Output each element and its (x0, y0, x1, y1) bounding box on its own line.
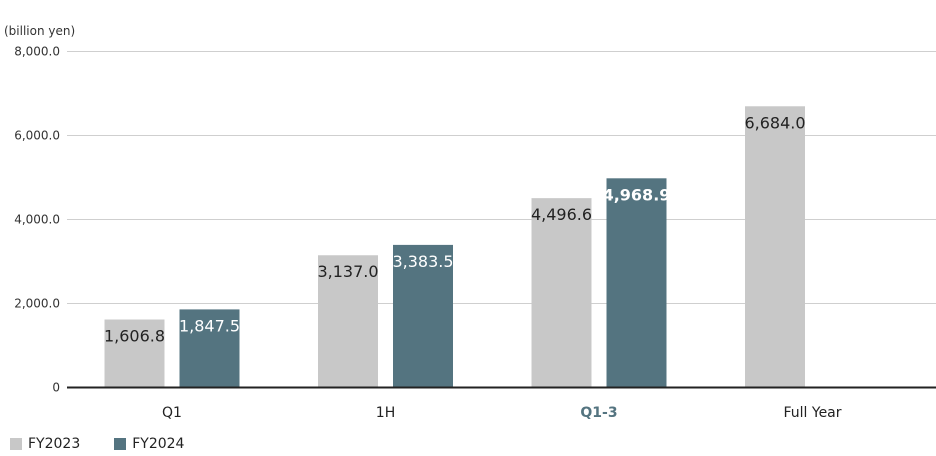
unit-label: (billion yen) (4, 24, 75, 38)
data-label: 4,496.6 (531, 205, 592, 224)
legend-item-fy2024: FY2024 (114, 436, 184, 452)
x-axis-labels: Q1 1H Q1-3 Full Year (162, 405, 842, 421)
bar-chart: (billion yen) 0 2,000.0 4,000.0 6,000.0 8,00… (4, 24, 936, 421)
data-label: 4,968.9 (603, 185, 671, 204)
y-tick-label: 6,000.0 (14, 129, 60, 143)
y-axis-ticks: 0 2,000.0 4,000.0 6,000.0 8,000.0 (14, 45, 60, 395)
x-tick-label: Q1 (162, 405, 182, 421)
data-label: 1,847.5 (179, 316, 240, 335)
bar-fy2023-1h (318, 255, 378, 387)
legend-label-fy2024: FY2024 (132, 436, 185, 452)
y-tick-label: 8,000.0 (14, 45, 60, 59)
x-tick-label: 1H (376, 405, 395, 421)
y-tick-label: 2,000.0 (14, 297, 60, 311)
bar-fy2024-q1 (179, 309, 240, 387)
data-label: 3,137.0 (317, 262, 378, 281)
y-tick-label: 0 (52, 381, 60, 395)
legend-label-fy2023: FY2023 (28, 436, 81, 452)
bar-fy2023-q1-3 (531, 198, 592, 387)
grid-lines (67, 51, 936, 304)
bars: 1,606.8 1,847.5 3,137.0 3,383.5 4,496.6 4,968… (104, 106, 806, 387)
bar-fy2024-1h (393, 244, 453, 387)
data-label: 3,383.5 (392, 252, 453, 271)
legend-item-fy2023: FY2023 (10, 436, 80, 452)
bar-fy2023-q1 (104, 319, 165, 387)
x-tick-label: Full Year (783, 405, 841, 421)
data-label: 6,684.0 (744, 113, 805, 132)
legend-swatch-fy2024 (114, 438, 127, 450)
legend-swatch-fy2023 (10, 438, 22, 450)
legend: FY2023 FY2024 (10, 434, 184, 454)
data-label: 1,606.8 (104, 327, 165, 346)
bar-fy2023-full-year (745, 106, 805, 387)
x-tick-label: Q1-3 (580, 405, 617, 421)
bar-fy2024-q1-3 (606, 178, 667, 387)
y-tick-label: 4,000.0 (14, 213, 60, 227)
